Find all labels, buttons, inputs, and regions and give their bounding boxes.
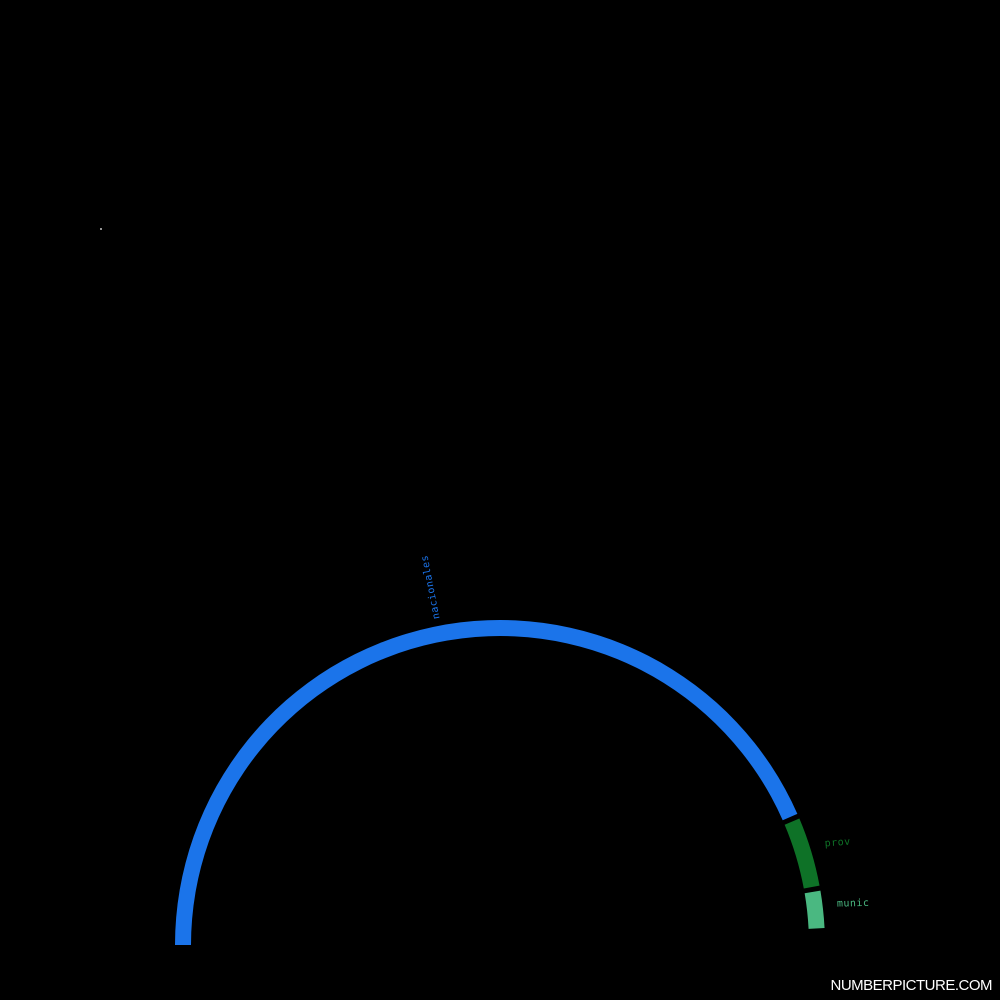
segment-munic — [804, 890, 825, 929]
segment-label-nacionales: nacionales — [419, 554, 442, 620]
star-dot — [100, 228, 102, 230]
watermark: NUMBERPICTURE.COM — [830, 977, 992, 994]
segment-nacionales — [174, 619, 798, 945]
segment-prov — [784, 818, 820, 889]
segment-label-prov: prov — [824, 837, 851, 850]
segment-label-munic: munic — [837, 898, 870, 910]
ring-segments — [174, 619, 825, 945]
